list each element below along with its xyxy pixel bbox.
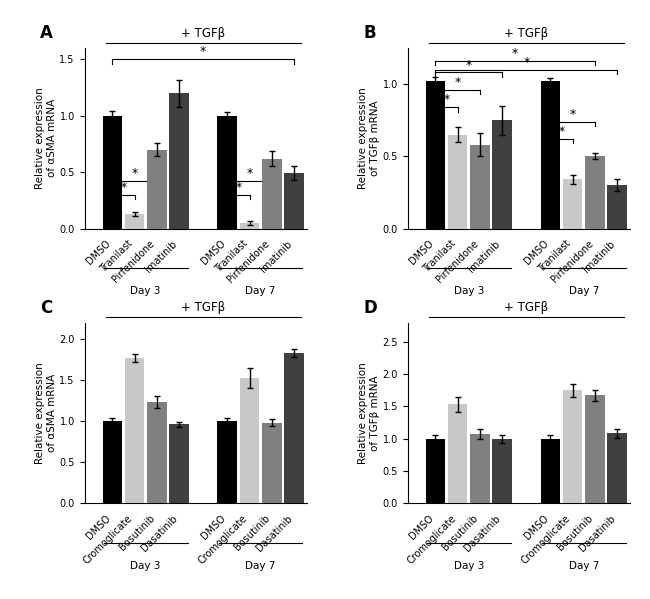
Bar xyxy=(585,395,604,503)
Bar xyxy=(470,145,489,229)
Text: *: * xyxy=(558,125,565,138)
Bar xyxy=(147,150,166,229)
Bar xyxy=(262,423,281,503)
Y-axis label: Relative expression
of TGFβ mRNA: Relative expression of TGFβ mRNA xyxy=(358,87,380,189)
Bar xyxy=(284,353,304,503)
Text: Tranilast: Tranilast xyxy=(98,238,135,275)
Text: Pirfenidone: Pirfenidone xyxy=(549,238,595,285)
Text: DMSO: DMSO xyxy=(84,238,112,267)
Text: *: * xyxy=(120,181,127,194)
Text: DMSO: DMSO xyxy=(408,513,436,541)
Text: B: B xyxy=(363,25,376,43)
Text: DMSO: DMSO xyxy=(84,513,112,541)
Text: *: * xyxy=(454,76,461,89)
Bar xyxy=(563,180,582,229)
Text: Imatinib: Imatinib xyxy=(582,238,617,274)
Text: Bosutinib: Bosutinib xyxy=(555,513,595,553)
Text: Cromoglicate: Cromoglicate xyxy=(405,513,458,566)
Text: C: C xyxy=(40,299,52,317)
Bar xyxy=(103,116,122,229)
Bar xyxy=(125,214,144,229)
Text: Day 7: Day 7 xyxy=(246,286,276,297)
Text: DMSO: DMSO xyxy=(199,238,228,267)
Bar xyxy=(240,223,259,229)
Text: Pirfenidone: Pirfenidone xyxy=(111,238,157,285)
Text: *: * xyxy=(200,46,206,58)
Text: Day 3: Day 3 xyxy=(454,286,484,297)
Bar xyxy=(493,120,512,229)
Text: + TGFβ: + TGFβ xyxy=(504,301,549,314)
Text: Day 3: Day 3 xyxy=(131,286,161,297)
Text: Day 7: Day 7 xyxy=(569,286,599,297)
Text: *: * xyxy=(235,181,242,194)
Text: Dasatinib: Dasatinib xyxy=(254,513,294,553)
Bar xyxy=(563,391,582,503)
Text: Dasatinib: Dasatinib xyxy=(462,513,502,553)
Text: Imatinib: Imatinib xyxy=(144,238,179,274)
Bar xyxy=(103,421,122,503)
Bar xyxy=(541,438,560,503)
Text: DMSO: DMSO xyxy=(522,238,551,267)
Text: Cromoglicate: Cromoglicate xyxy=(82,513,135,566)
Text: Day 3: Day 3 xyxy=(131,561,161,571)
Text: Cromoglicate: Cromoglicate xyxy=(197,513,250,566)
Bar xyxy=(607,434,627,503)
Bar xyxy=(448,135,467,229)
Text: DMSO: DMSO xyxy=(522,513,551,541)
Text: Bosutinib: Bosutinib xyxy=(117,513,157,553)
Text: *: * xyxy=(131,167,138,180)
Text: Bosutinib: Bosutinib xyxy=(232,513,272,553)
Text: *: * xyxy=(465,59,472,72)
Text: Cromoglicate: Cromoglicate xyxy=(520,513,573,566)
Y-axis label: Relative expression
of αSMA mRNA: Relative expression of αSMA mRNA xyxy=(35,362,57,464)
Text: + TGFβ: + TGFβ xyxy=(504,27,549,40)
Bar xyxy=(284,173,304,229)
Text: Bosutinib: Bosutinib xyxy=(441,513,480,553)
Bar xyxy=(470,434,489,503)
Bar xyxy=(218,421,237,503)
Bar xyxy=(426,81,445,229)
Bar xyxy=(448,404,467,503)
Bar xyxy=(541,81,560,229)
Text: Day 7: Day 7 xyxy=(246,561,276,571)
Bar xyxy=(169,424,189,503)
Text: *: * xyxy=(512,47,518,60)
Bar xyxy=(426,438,445,503)
Text: *: * xyxy=(246,167,253,180)
Bar xyxy=(493,438,512,503)
Text: + TGFβ: + TGFβ xyxy=(181,27,226,40)
Text: DMSO: DMSO xyxy=(199,513,228,541)
Text: + TGFβ: + TGFβ xyxy=(181,301,226,314)
Text: Dasatinib: Dasatinib xyxy=(577,513,617,553)
Text: Day 3: Day 3 xyxy=(454,561,484,571)
Bar xyxy=(125,358,144,503)
Text: *: * xyxy=(443,93,450,106)
Text: Day 7: Day 7 xyxy=(569,561,599,571)
Text: *: * xyxy=(569,108,576,121)
Bar xyxy=(169,93,189,229)
Bar xyxy=(147,402,166,503)
Text: *: * xyxy=(523,56,530,69)
Text: Imatinib: Imatinib xyxy=(467,238,502,274)
Text: Pirfenidone: Pirfenidone xyxy=(226,238,272,285)
Text: Tranilast: Tranilast xyxy=(421,238,458,275)
Text: DMSO: DMSO xyxy=(408,238,436,267)
Text: Dasatinib: Dasatinib xyxy=(139,513,179,553)
Text: A: A xyxy=(40,25,53,43)
Bar xyxy=(218,116,237,229)
Y-axis label: Relative expression
of TGFβ mRNA: Relative expression of TGFβ mRNA xyxy=(358,362,380,464)
Bar xyxy=(262,159,281,229)
Bar xyxy=(607,185,627,229)
Text: D: D xyxy=(363,299,377,317)
Text: Pirfenidone: Pirfenidone xyxy=(434,238,480,285)
Text: Tranilast: Tranilast xyxy=(213,238,250,275)
Text: Tranilast: Tranilast xyxy=(536,238,573,275)
Bar xyxy=(240,379,259,503)
Y-axis label: Relative expression
of αSMA mRNA: Relative expression of αSMA mRNA xyxy=(35,87,57,189)
Text: Imatinib: Imatinib xyxy=(259,238,294,274)
Bar xyxy=(585,156,604,229)
